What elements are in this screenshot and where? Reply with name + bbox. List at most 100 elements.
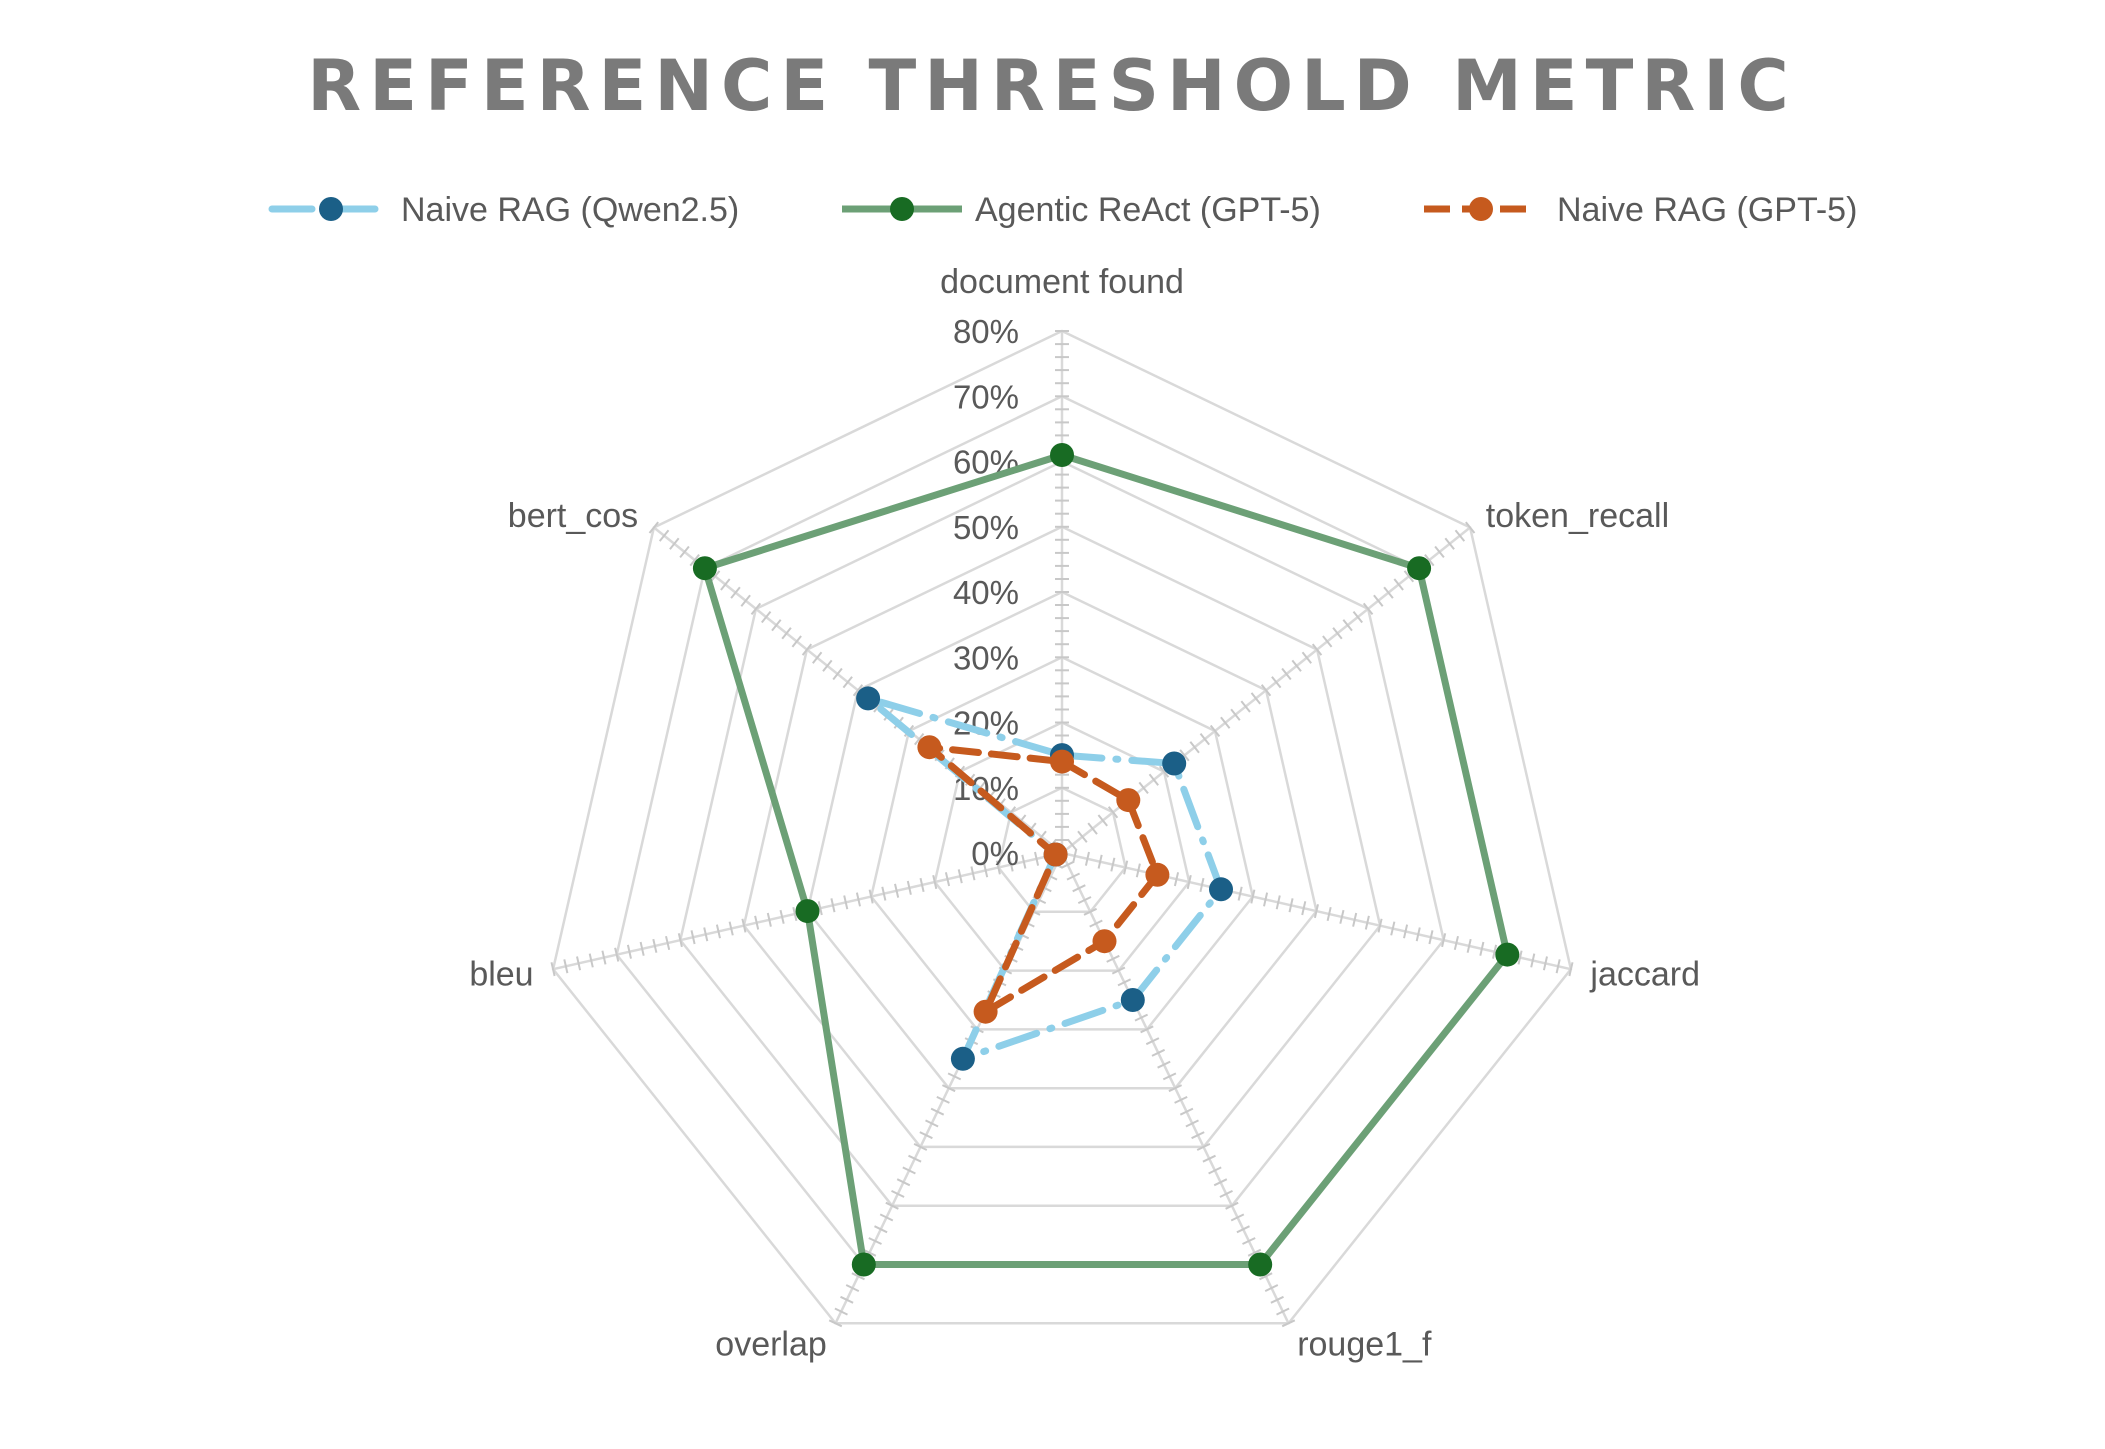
axis-minor-tick — [1060, 860, 1075, 869]
axis-minor-tick — [1111, 966, 1126, 975]
axis-minor-tick — [957, 869, 963, 884]
axis-minor-tick — [1465, 521, 1476, 534]
axis-minor-tick — [679, 545, 690, 559]
axis-minor-tick — [779, 909, 785, 924]
axis-minor-tick — [1242, 1237, 1256, 1245]
axis-minor-tick — [1021, 854, 1027, 869]
axis-minor-tick — [658, 529, 670, 542]
axis-minor-tick — [812, 651, 823, 664]
axis-minor-tick — [1393, 578, 1404, 591]
tick-label-0: 0% — [971, 835, 1019, 872]
grid-ring-10 — [997, 786, 1127, 914]
axis-minor-tick — [1270, 1295, 1284, 1304]
category-label-document-found: document found — [940, 263, 1184, 301]
axis-minor-tick — [1275, 895, 1281, 910]
legend-marker-agentic-react — [890, 197, 914, 221]
axis-minor-tick — [941, 1084, 956, 1093]
axis-minor-tick — [1377, 918, 1383, 933]
axis-minor-tick — [1264, 1284, 1279, 1293]
axis-minor-tick — [1415, 927, 1421, 942]
axis-minor-tick — [1179, 1107, 1194, 1116]
axis-minor-tick — [1151, 1048, 1166, 1057]
axis-minor-tick — [868, 1237, 882, 1245]
axis-minor-tick — [1072, 884, 1086, 893]
axis-minor-tick — [750, 602, 762, 616]
legend-marker-naive-rag-gpt5 — [1469, 197, 1493, 221]
axis-minor-tick — [902, 1166, 916, 1175]
tick-label-80: 80% — [953, 313, 1019, 350]
legend-label-agentic-react: Agentic ReAct (GPT-5) — [975, 191, 1321, 229]
axis-minor-tick — [1390, 921, 1396, 936]
series-line-naive-rag-gpt-5 — [925, 743, 1161, 1016]
grid-ring-60 — [678, 460, 1446, 1207]
legend-item-naive-rag-qwen[interactable]: Naive RAG (Qwen2.5) — [268, 191, 739, 229]
axis-minor-tick — [1454, 529, 1466, 542]
axis-minor-tick — [1134, 1013, 1149, 1022]
legend-label-naive-rag-gpt5: Naive RAG (GPT-5) — [1557, 191, 1857, 229]
tick-label-70: 70% — [953, 378, 1019, 415]
axis-minor-tick — [932, 874, 938, 890]
axis-minor-tick — [1240, 700, 1251, 713]
data-point-agentic-react-gpt-5-overlap — [851, 1252, 876, 1277]
axis-minor-tick — [709, 570, 721, 583]
series-line-agentic-react-gpt-5 — [701, 451, 1511, 1268]
axis-minor-tick — [925, 1119, 939, 1128]
axis-minor-tick — [834, 1307, 848, 1316]
axis-minor-tick — [1077, 896, 1092, 905]
axis-minor-tick — [1173, 872, 1180, 887]
axis-minor-tick — [947, 1072, 962, 1081]
axis-minor-tick — [1517, 950, 1523, 965]
axis-minor-tick — [862, 1248, 877, 1257]
axis-minor-tick — [851, 1272, 865, 1281]
axis-minor-tick — [1434, 545, 1445, 559]
grid-ring-80 — [551, 329, 1573, 1325]
axis-minor-tick — [1383, 586, 1394, 599]
axis-minor-tick — [1209, 724, 1221, 738]
axis-minor-tick — [690, 930, 696, 945]
axis-minor-tick — [913, 1142, 928, 1151]
axis-minor-tick — [1213, 1178, 1228, 1187]
axis-minor-tick — [1123, 860, 1129, 875]
axis-minor-tick — [828, 1319, 843, 1328]
grid-ring-20 — [933, 721, 1191, 972]
radar-grid — [551, 329, 1573, 1325]
axis-minor-tick — [908, 1154, 922, 1163]
axis-minor-tick — [639, 941, 645, 956]
axis-minor-tick — [885, 1201, 899, 1210]
axis-minor-tick — [832, 667, 843, 681]
axis-minor-tick — [842, 676, 853, 689]
axis-minor-tick — [1196, 1142, 1211, 1151]
axis-minor-tick — [1247, 1248, 1262, 1257]
axis-minor-tick — [1364, 915, 1370, 930]
axis-minor-tick — [1281, 1319, 1296, 1328]
data-point-naive-rag-gpt-5-bert-cos — [917, 735, 942, 760]
category-label-rouge1-f: rouge1_f — [1297, 1325, 1432, 1363]
axis-minor-tick — [930, 1107, 945, 1116]
axis-minor-tick — [1117, 978, 1132, 987]
axis-minor-tick — [1186, 874, 1192, 890]
axis-minor-tick — [906, 880, 912, 895]
axis-minor-tick — [550, 962, 556, 977]
data-point-agentic-react-gpt-5-bert-cos — [692, 556, 717, 581]
axis-minor-tick — [677, 933, 683, 948]
data-point-naive-rag-gpt-5-token-recall — [1116, 788, 1141, 813]
data-point-agentic-react-gpt-5-token-recall — [1407, 556, 1432, 581]
axis-minor-tick — [1444, 537, 1455, 550]
series-naive-rag-qwen2-5 — [856, 686, 1233, 1071]
axis-minor-tick — [845, 1284, 860, 1293]
axis-minor-tick — [801, 643, 813, 656]
axis-minor-tick — [1568, 962, 1574, 977]
axis-minor-tick — [1148, 773, 1159, 786]
axis-minor-tick — [1276, 1307, 1290, 1316]
axis-minor-tick — [1453, 935, 1459, 951]
axis-minor-tick — [1162, 1072, 1177, 1081]
chart-legend: Naive RAG (Qwen2.5) Agentic ReAct (GPT-5… — [268, 191, 1857, 229]
legend-item-naive-rag-gpt5[interactable]: Naive RAG (GPT-5) — [1424, 191, 1857, 229]
axis-minor-tick — [1202, 1154, 1216, 1163]
axis-minor-tick — [728, 921, 734, 936]
axis-minor-tick — [1313, 904, 1319, 919]
axis-minor-tick — [792, 906, 798, 922]
axis-minor-tick — [944, 872, 951, 887]
axis-minor-tick — [983, 863, 989, 878]
legend-item-agentic-react[interactable]: Agentic ReAct (GPT-5) — [842, 191, 1321, 229]
